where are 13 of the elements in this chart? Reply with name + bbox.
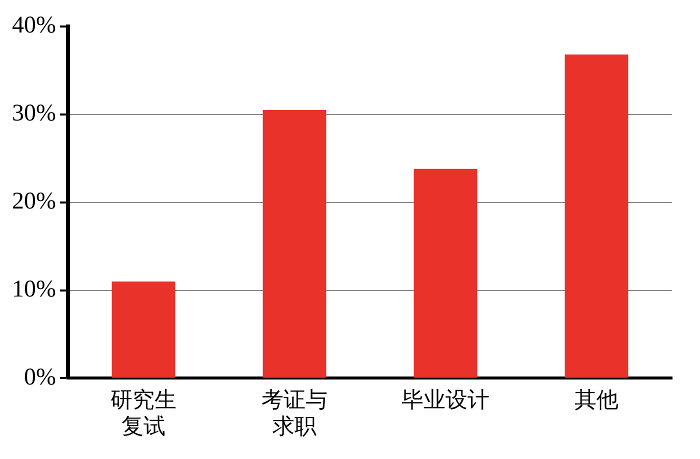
bar — [414, 168, 478, 378]
y-tick-label: 40% — [12, 12, 56, 39]
y-tick-label: 20% — [12, 188, 56, 215]
x-tick-label: 毕业设计 — [401, 388, 490, 414]
bar — [262, 110, 326, 378]
x-tick-label: 考证与求职 — [261, 388, 328, 440]
y-tick-label: 0% — [24, 364, 56, 390]
bar — [112, 281, 176, 378]
x-tick-label: 其他 — [574, 388, 618, 414]
y-tick-label: 10% — [12, 276, 56, 303]
bar — [564, 54, 628, 378]
y-tick-label: 30% — [12, 100, 56, 127]
x-tick-label: 研究生复试 — [110, 388, 176, 440]
